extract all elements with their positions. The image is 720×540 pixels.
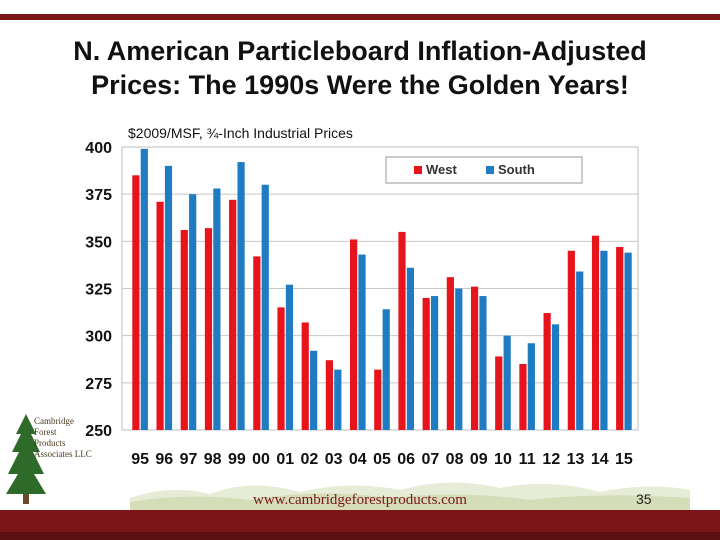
x-tick-label: 07 — [421, 451, 439, 468]
x-tick-label: 11 — [519, 451, 536, 468]
page-number: 35 — [636, 491, 652, 507]
bar-west-15 — [616, 246, 624, 430]
bar-west-99 — [229, 199, 237, 430]
bar-south-09 — [479, 296, 487, 430]
bar-south-15 — [624, 252, 632, 430]
x-tick-label: 03 — [325, 451, 343, 468]
x-tick-label: 05 — [373, 451, 391, 468]
bar-west-12 — [543, 313, 551, 430]
legend: West South — [385, 156, 583, 184]
logo-line-1: Cambridge — [34, 416, 74, 426]
bottom-accent-bar — [0, 510, 720, 532]
legend-label-west: West — [426, 162, 457, 177]
y-axis-ticks: 250 275 300 325 350 375 400 — [85, 140, 112, 440]
bar-series — [132, 148, 632, 431]
bar-south-14 — [600, 250, 608, 430]
bar-south-08 — [455, 288, 463, 430]
x-axis-ticks: 95 96 97 98 99 00 01 02 03 04 05 06 07 08 09 10 11 12 13 14… — [131, 451, 633, 468]
bar-west-95 — [132, 175, 140, 430]
x-tick-label: 95 — [131, 451, 149, 468]
bar-south-05 — [382, 309, 390, 430]
y-tick-label: 275 — [85, 376, 112, 393]
price-bar-chart: $2009/MSF, ¾-Inch Industrial Prices 2502… — [85, 125, 639, 468]
x-tick-label: 13 — [567, 451, 585, 468]
bar-west-96 — [156, 201, 164, 430]
bar-south-99 — [237, 162, 245, 431]
slide-title: N. American Particleboard Inflation-Adju… — [0, 34, 720, 102]
bar-south-95 — [140, 148, 148, 431]
x-tick-label: 04 — [349, 451, 367, 468]
bar-south-98 — [213, 188, 221, 430]
bar-south-02 — [310, 350, 318, 430]
logo-line-3: Products — [34, 438, 66, 448]
bar-west-11 — [519, 363, 527, 430]
legend-label-south: South — [498, 162, 535, 177]
x-tick-label: 06 — [397, 451, 415, 468]
bar-west-05 — [374, 369, 382, 430]
bar-south-01 — [285, 284, 294, 430]
x-tick-label: 08 — [446, 451, 464, 468]
x-tick-label: 00 — [252, 451, 270, 468]
y-tick-label: 300 — [85, 329, 112, 346]
bar-south-03 — [334, 369, 342, 430]
bar-south-97 — [189, 194, 197, 430]
bar-west-08 — [446, 277, 454, 430]
legend-swatch-west — [414, 166, 422, 174]
bar-south-12 — [551, 324, 560, 430]
title-line-1: N. American Particleboard Inflation-Adju… — [73, 36, 647, 66]
x-tick-label: 14 — [591, 451, 609, 468]
chart-title: $2009/MSF, ¾-Inch Industrial Prices — [128, 125, 353, 141]
bar-south-96 — [164, 165, 173, 430]
bar-south-11 — [527, 343, 535, 430]
bar-south-06 — [406, 267, 414, 430]
y-tick-label: 350 — [85, 234, 112, 251]
footer-hills — [130, 482, 690, 510]
bar-west-07 — [422, 297, 430, 430]
x-tick-label: 01 — [276, 451, 294, 468]
logo-line-2: Forest — [34, 427, 57, 437]
bar-west-10 — [495, 356, 503, 430]
bar-south-04 — [358, 254, 366, 430]
bottom-accent-stripe — [0, 532, 720, 540]
bar-south-10 — [503, 335, 511, 430]
y-tick-label: 325 — [85, 282, 112, 299]
bar-west-98 — [204, 228, 213, 430]
bar-west-00 — [253, 256, 261, 430]
x-tick-label: 97 — [180, 451, 198, 468]
legend-swatch-south — [486, 166, 494, 174]
top-accent-bar — [0, 14, 720, 20]
x-tick-label: 02 — [301, 451, 319, 468]
bar-west-03 — [325, 360, 334, 430]
bar-south-07 — [430, 296, 439, 430]
logo-line-4: Associates LLC — [34, 449, 92, 459]
x-tick-label: 98 — [204, 451, 222, 468]
y-tick-label: 250 — [85, 423, 112, 440]
bar-west-01 — [277, 307, 285, 430]
x-tick-label: 15 — [615, 451, 633, 468]
logo-tree-icon — [6, 414, 46, 504]
bar-south-00 — [261, 184, 269, 430]
x-tick-label: 99 — [228, 451, 246, 468]
bar-west-09 — [470, 286, 479, 430]
bar-west-13 — [567, 250, 575, 430]
y-tick-label: 400 — [85, 140, 112, 157]
x-tick-label: 96 — [155, 451, 173, 468]
x-tick-label: 12 — [542, 451, 560, 468]
bar-west-14 — [591, 235, 600, 430]
x-tick-label: 09 — [470, 451, 488, 468]
y-tick-label: 375 — [85, 187, 112, 204]
bar-south-13 — [576, 271, 584, 430]
title-line-2: Prices: The 1990s Were the Golden Years! — [91, 70, 629, 100]
bar-west-02 — [301, 322, 309, 430]
logo-wordmark: Cambridge Forest Products Associates LLC — [34, 416, 114, 460]
bar-west-04 — [350, 239, 358, 430]
footer-url[interactable]: www.cambridgeforestproducts.com — [253, 492, 467, 508]
bar-west-06 — [398, 231, 406, 430]
bar-west-97 — [180, 230, 188, 430]
x-tick-label: 10 — [494, 451, 512, 468]
